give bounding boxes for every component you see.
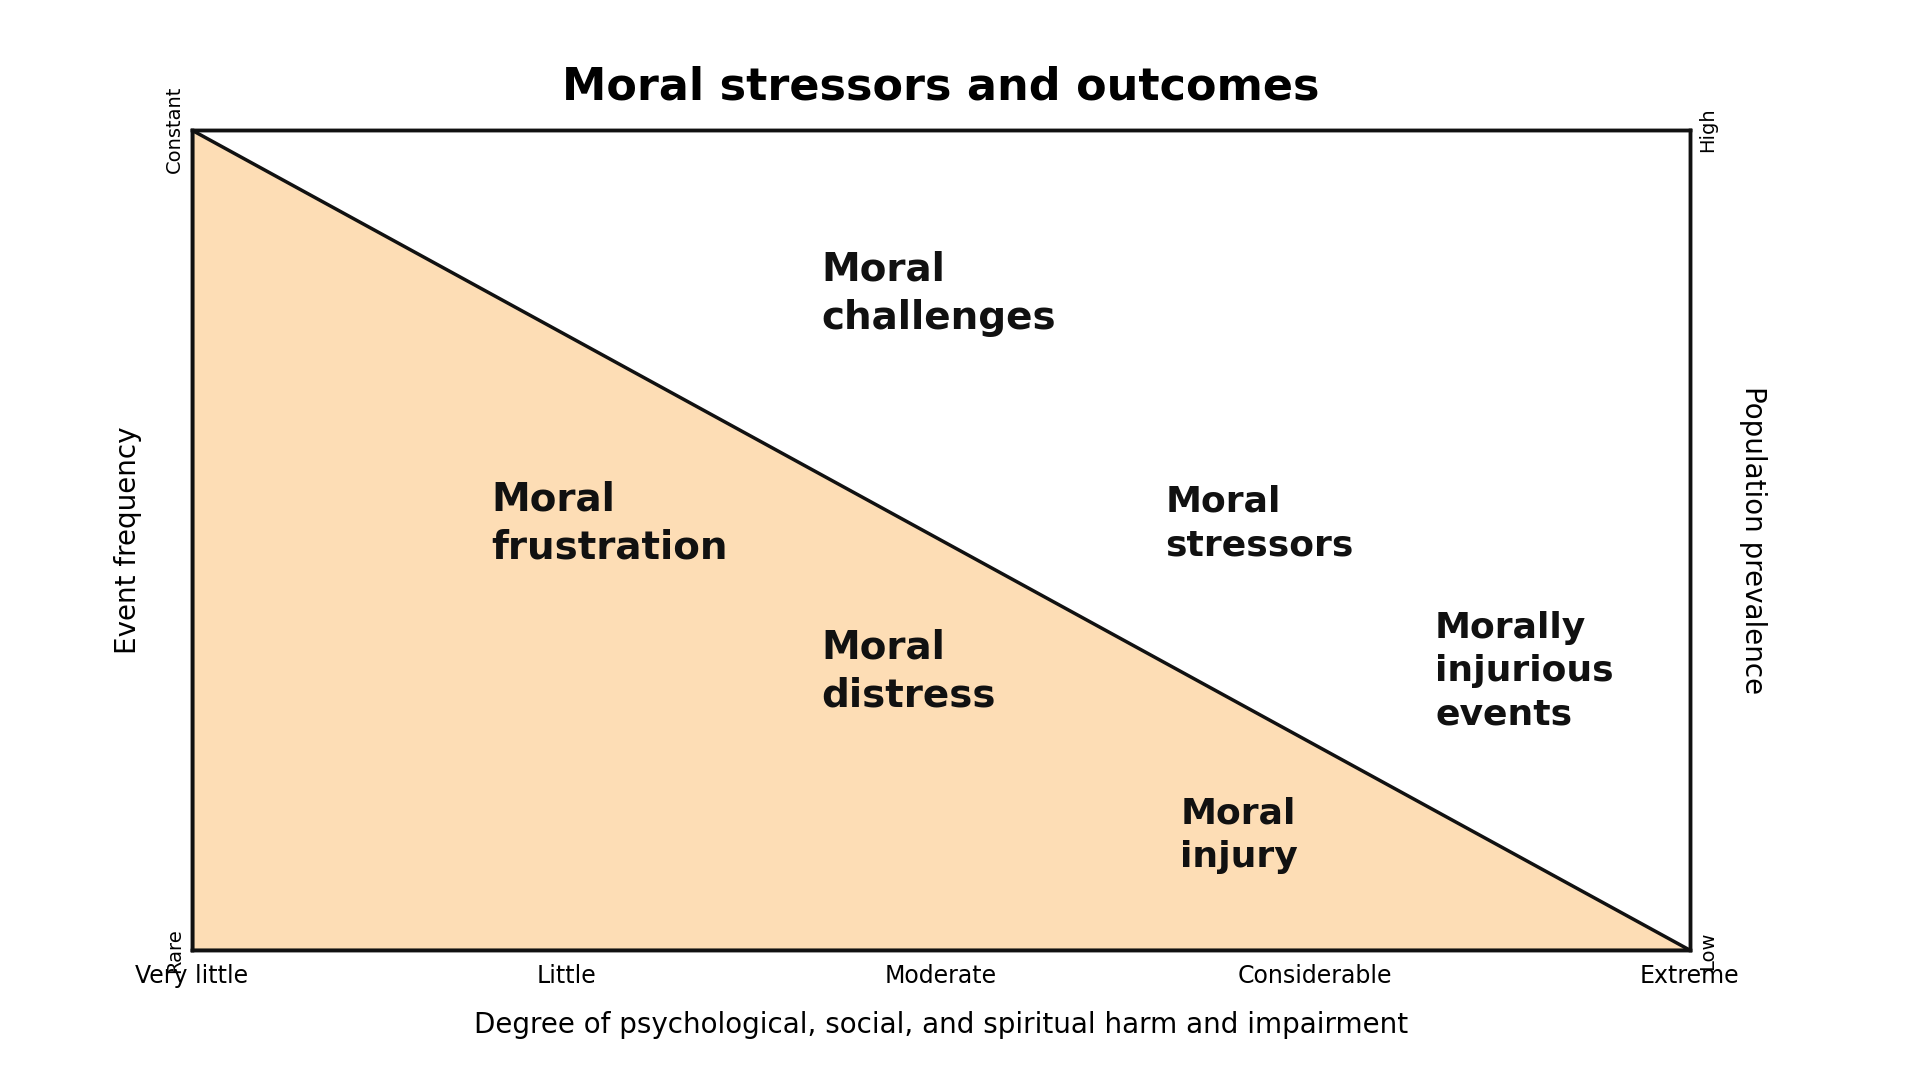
Text: Moral
stressors: Moral stressors <box>1165 485 1354 563</box>
Text: Morally
injurious
events: Morally injurious events <box>1434 611 1613 732</box>
X-axis label: Degree of psychological, social, and spiritual harm and impairment: Degree of psychological, social, and spi… <box>474 1011 1407 1039</box>
Text: Moral
injury: Moral injury <box>1181 797 1298 874</box>
Text: Moral
frustration: Moral frustration <box>492 481 728 567</box>
Text: Moral
challenges: Moral challenges <box>822 251 1056 337</box>
Title: Moral stressors and outcomes: Moral stressors and outcomes <box>563 65 1319 108</box>
Y-axis label: Event frequency: Event frequency <box>115 427 142 653</box>
Text: Moral
distress: Moral distress <box>822 629 995 715</box>
Y-axis label: Population prevalence: Population prevalence <box>1740 386 1766 694</box>
Polygon shape <box>192 130 1690 950</box>
